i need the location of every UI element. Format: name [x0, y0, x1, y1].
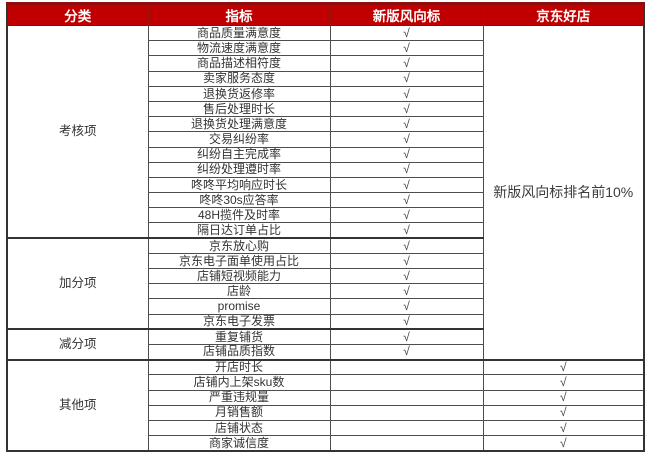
indicator-cell: 隔日达订单占比 — [147, 222, 331, 239]
jd-check-cell: √ — [482, 419, 645, 437]
indicator-cell: 店铺状态 — [147, 419, 331, 437]
new-version-check-cell: √ — [329, 161, 484, 178]
indicator-cell: 退换货返修率 — [147, 85, 331, 102]
indicator-cell: 商品质量满意度 — [147, 24, 331, 42]
indicator-cell: 严重违规量 — [147, 389, 331, 406]
new-version-check-cell — [329, 404, 484, 421]
indicator-cell: 纠纷处理遵时率 — [147, 161, 331, 178]
new-version-check-cell: √ — [329, 146, 484, 163]
new-version-check-cell: √ — [329, 298, 484, 315]
header-new-version: 新版风向标 — [329, 2, 484, 26]
table-row: 其他项 开店时长 √ — [6, 358, 645, 452]
header-row: 分类 指标 新版风向标 京东好店 — [6, 2, 645, 26]
jd-check-cell: √ — [482, 404, 645, 421]
new-version-check-cell: √ — [329, 222, 484, 239]
new-version-check-cell: √ — [329, 24, 484, 42]
table-row: promise √ — [7, 298, 644, 315]
indicator-cell: 售后处理时长 — [147, 100, 331, 118]
new-version-check-cell: √ — [329, 85, 484, 102]
new-version-check-cell: √ — [329, 55, 484, 72]
new-version-check-cell: √ — [329, 237, 484, 254]
new-version-check-cell: √ — [329, 116, 484, 133]
indicator-cell: 商家诚信度 — [147, 435, 331, 452]
table-row: 商家诚信度 √ — [7, 435, 645, 452]
table-row: 店铺短视频能力 √ — [7, 267, 644, 285]
evaluation-criteria-table: 分类 指标 新版风向标 京东好店 考核项 商品质量满意度 √ 新版风向标排名前10% 物… — [6, 2, 645, 452]
table-row: 店龄 √ — [7, 283, 644, 300]
new-version-check-cell — [329, 374, 484, 391]
header-indicator: 指标 — [147, 2, 331, 26]
indicator-cell: 咚咚30s应答率 — [147, 192, 331, 209]
table-row: 店铺状态 √ — [7, 419, 645, 437]
jd-check-cell: √ — [482, 389, 645, 406]
indicator-cell: 48H揽件及时率 — [147, 207, 331, 224]
indicator-cell: 店铺短视频能力 — [147, 267, 331, 285]
new-version-check-cell — [329, 419, 484, 437]
indicator-cell: 物流速度满意度 — [147, 40, 331, 57]
jd-check-cell: √ — [482, 435, 645, 452]
table-row: 减分项 重复铺货 √ — [6, 328, 644, 361]
table-row: 店铺品质指数 √ — [7, 343, 644, 361]
indicator-cell: 京东放心购 — [147, 237, 331, 254]
indicator-cell: 卖家服务态度 — [147, 70, 331, 87]
new-version-check-cell: √ — [329, 176, 484, 194]
indicator-cell: 纠纷自主完成率 — [147, 146, 331, 163]
indicator-cell: 咚咚平均响应时长 — [147, 176, 331, 194]
indicator-cell: 开店时长 — [147, 358, 331, 376]
table-row: 纠纷自主完成率 √ — [7, 146, 644, 163]
indicator-cell: 店铺内上架sku数 — [147, 374, 331, 391]
new-version-check-cell — [329, 435, 484, 452]
new-version-check-cell: √ — [329, 343, 484, 361]
indicator-cell: 京东电子面单使用占比 — [147, 252, 331, 270]
category-cell: 其他项 — [6, 358, 149, 452]
new-version-check-cell: √ — [329, 283, 484, 300]
indicator-cell: promise — [147, 298, 331, 315]
table-row: 咚咚30s应答率 √ — [7, 192, 644, 209]
indicator-cell: 商品描述相符度 — [147, 55, 331, 72]
jd-merged-note-cell: 新版风向标排名前10% — [482, 24, 645, 361]
jd-check-cell: √ — [482, 358, 645, 376]
header-jd-good-store: 京东好店 — [482, 2, 645, 26]
table-row: 售后处理时长 √ — [7, 100, 644, 118]
new-version-check-cell — [329, 389, 484, 406]
new-version-check-cell: √ — [329, 192, 484, 209]
indicator-cell: 交易纠纷率 — [147, 131, 331, 148]
indicator-cell: 重复铺货 — [147, 328, 331, 345]
table-row: 隔日达订单占比 √ — [7, 222, 644, 239]
indicator-cell: 京东电子发票 — [147, 313, 331, 330]
new-version-check-cell: √ — [329, 252, 484, 270]
table-row: 加分项 京东放心购 √ — [6, 237, 644, 330]
new-version-check-cell: √ — [329, 207, 484, 224]
table-row: 京东电子面单使用占比 √ — [7, 252, 644, 270]
new-version-check-cell: √ — [329, 131, 484, 148]
indicator-cell: 退换货处理满意度 — [147, 116, 331, 133]
evaluation-table-wrapper: 分类 指标 新版风向标 京东好店 考核项 商品质量满意度 √ 新版风向标排名前10% 物… — [6, 2, 645, 452]
new-version-check-cell — [329, 358, 484, 376]
new-version-check-cell: √ — [329, 313, 484, 330]
table-row: 咚咚平均响应时长 √ — [7, 176, 644, 194]
new-version-check-cell: √ — [329, 328, 484, 345]
category-cell: 考核项 — [6, 25, 149, 239]
table-row: 严重违规量 √ — [7, 389, 645, 406]
category-cell: 加分项 — [6, 237, 149, 330]
new-version-check-cell: √ — [329, 100, 484, 118]
header-category: 分类 — [6, 2, 149, 26]
new-version-check-cell: √ — [329, 70, 484, 87]
indicator-cell: 店铺品质指数 — [147, 343, 331, 361]
jd-check-cell: √ — [482, 374, 645, 391]
category-cell: 减分项 — [6, 328, 149, 361]
indicator-cell: 店龄 — [147, 283, 331, 300]
new-version-check-cell: √ — [329, 267, 484, 285]
indicator-cell: 月销售额 — [147, 404, 331, 421]
table-row: 考核项 商品质量满意度 √ 新版风向标排名前10% — [6, 24, 645, 361]
new-version-check-cell: √ — [329, 40, 484, 57]
